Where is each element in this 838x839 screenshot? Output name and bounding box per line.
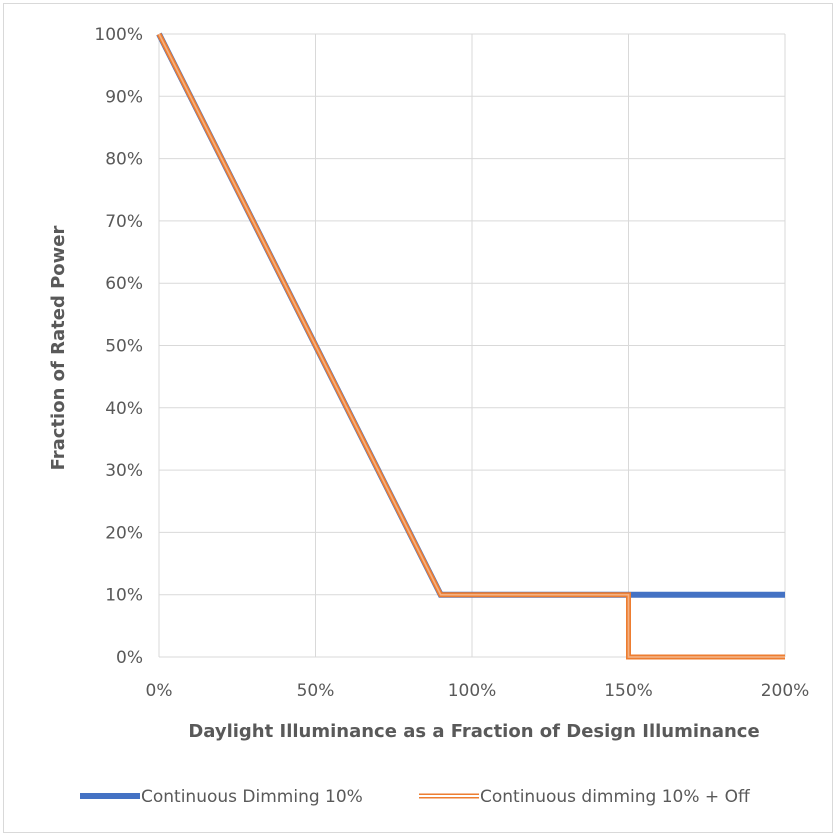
gridlines [158, 33, 786, 658]
x-tick-label: 150% [604, 681, 653, 701]
x-axis-title: Daylight Illuminance as a Fraction of De… [188, 721, 759, 742]
y-axis-title: Fraction of Rated Power [48, 226, 69, 471]
y-tick-label: 90% [105, 87, 143, 107]
y-tick-label: 60% [105, 274, 143, 294]
y-tick-label: 50% [105, 337, 143, 357]
line-chart: 0% 10% 20% 30% 40% 50% 60% 70% 80% 90% 100% 0% 50% 10… [48, 25, 809, 807]
y-tick-label: 80% [105, 150, 143, 170]
y-tick-label: 30% [105, 461, 143, 481]
x-tick-label: 100% [448, 681, 497, 701]
y-tick-label: 100% [94, 25, 143, 45]
x-tick-label: 200% [761, 681, 810, 701]
legend-label: Continuous Dimming 10% [141, 787, 363, 807]
x-tick-label: 0% [146, 681, 173, 701]
y-tick-label: 70% [105, 212, 143, 232]
series-core [158, 33, 785, 658]
series-line-2 [156, 32, 785, 660]
y-tick-label: 20% [105, 523, 143, 543]
y-tick-label: 0% [116, 648, 143, 668]
tick-labels: 0% 10% 20% 30% 40% 50% 60% 70% 80% 90% 100% 0% 50% 10… [94, 25, 809, 701]
x-tick-label: 50% [297, 681, 335, 701]
legend-entry: Continuous dimming 10% + Off [419, 787, 751, 807]
y-tick-label: 40% [105, 399, 143, 419]
legend-entry: Continuous Dimming 10% [80, 787, 363, 807]
chart-frame: 0% 10% 20% 30% 40% 50% 60% 70% 80% 90% 100% 0% 50% 10… [3, 3, 833, 833]
legend: Continuous Dimming 10% Continuous dimming… [80, 787, 751, 807]
legend-label: Continuous dimming 10% + Off [480, 787, 751, 807]
series-lines [156, 32, 785, 660]
y-tick-label: 10% [105, 586, 143, 606]
